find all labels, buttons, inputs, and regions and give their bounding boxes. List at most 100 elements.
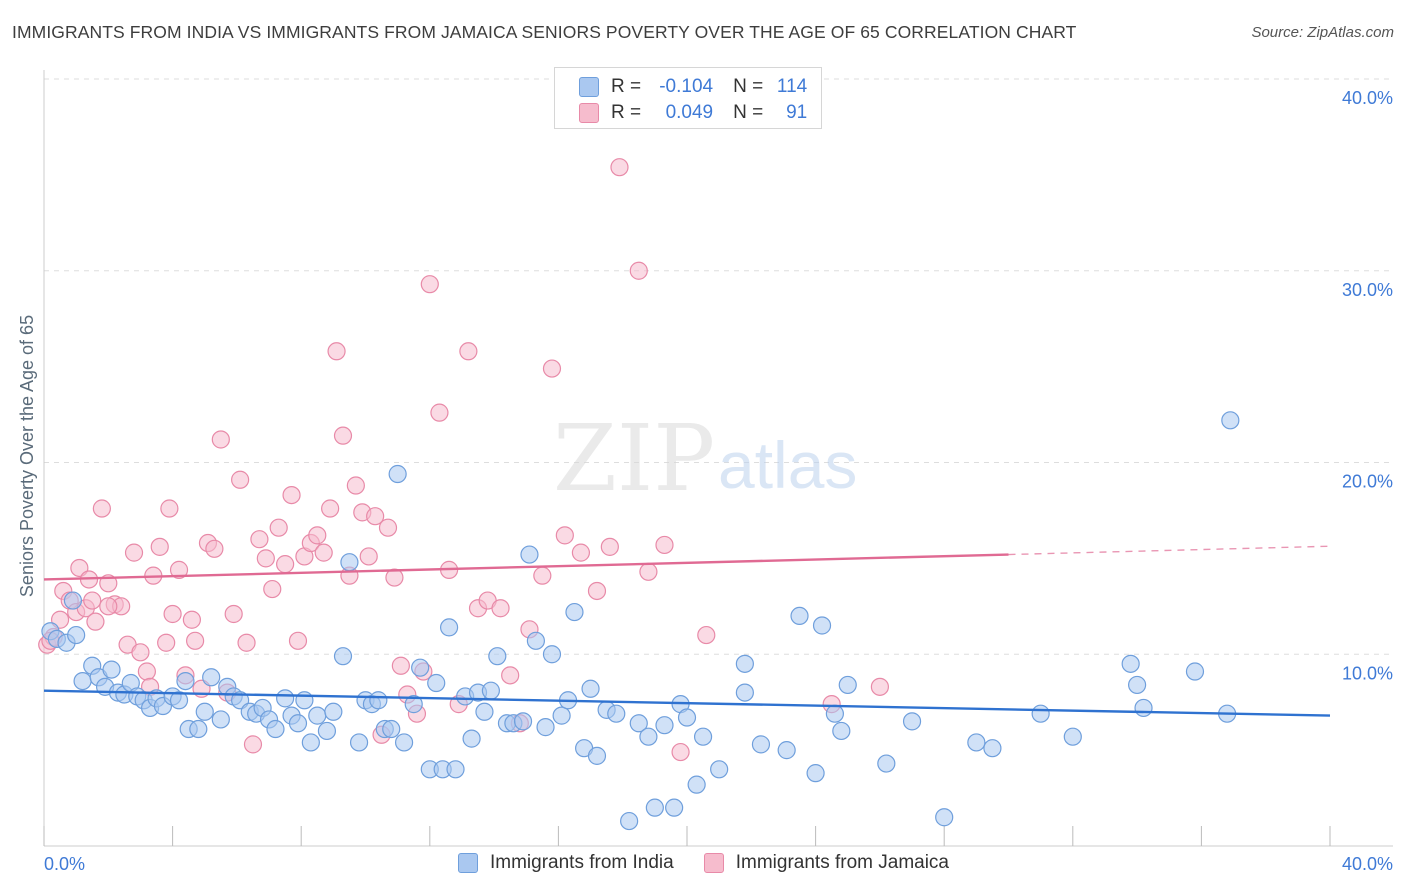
jamaica-point: [391, 656, 410, 675]
jamaica-trend-line: [43, 553, 1009, 581]
jamaica-point: [186, 631, 205, 650]
x-tick-label-min: 0.0%: [44, 854, 85, 874]
india-point: [806, 764, 825, 783]
india-point: [825, 704, 844, 723]
india-point: [542, 645, 562, 664]
jamaica-point: [137, 662, 156, 681]
india-point: [427, 673, 446, 693]
grid-lines: [44, 78, 1393, 655]
india-point: [301, 733, 320, 752]
jamaica-point: [321, 499, 340, 518]
jamaica-point: [571, 543, 591, 562]
legend-item-india[interactable]: Immigrants from India: [458, 852, 674, 874]
correlation-legend: R = -0.104 N = 114 R = 0.049 N = 91: [554, 67, 822, 129]
jamaica-point: [131, 643, 150, 662]
india-n-value: 114: [776, 76, 808, 97]
legend-item-jamaica[interactable]: Immigrants from Jamaica: [703, 852, 949, 874]
india-point: [1031, 704, 1050, 723]
india-legend-label: Immigrants from India: [490, 852, 674, 873]
india-point: [211, 710, 230, 729]
y-tick-label: 10.0%: [1342, 663, 1393, 683]
jamaica-legend-swatch: [703, 853, 724, 873]
jamaica-point: [359, 547, 378, 566]
jamaica-point: [420, 275, 439, 294]
india-point: [169, 691, 189, 710]
india-point: [645, 798, 664, 817]
india-point: [1121, 654, 1140, 673]
jamaica-point: [169, 560, 189, 579]
india-point: [488, 647, 507, 666]
jamaica-swatch: [579, 103, 599, 123]
india-point: [552, 706, 571, 725]
y-tick-label: 40.0%: [1342, 88, 1393, 108]
india-point: [812, 616, 832, 635]
jamaica-point: [533, 566, 552, 585]
jamaica-point: [160, 499, 179, 518]
india-point: [655, 716, 674, 735]
jamaica-point: [327, 342, 346, 361]
india-point: [665, 798, 684, 817]
jamaica-point: [237, 633, 256, 652]
jamaica-point: [231, 470, 250, 489]
india-r-value: -0.104: [659, 76, 714, 97]
jamaica-point: [205, 539, 224, 558]
jamaica-point: [314, 543, 333, 562]
jamaica-point: [99, 597, 118, 616]
india-point: [629, 714, 648, 733]
jamaica-point: [124, 543, 144, 562]
india-swatch: [579, 77, 599, 97]
india-point: [639, 727, 658, 746]
india-point: [513, 712, 533, 731]
india-point: [607, 704, 626, 723]
india-point: [735, 683, 754, 702]
jamaica-point: [243, 735, 263, 754]
india-point: [333, 647, 353, 666]
jamaica-point: [276, 555, 295, 574]
india-point: [369, 691, 388, 710]
india-point: [935, 808, 954, 827]
jamaica-point: [491, 599, 510, 618]
jamaica-point: [269, 518, 288, 537]
india-n-label: N =: [733, 76, 764, 97]
india-point: [349, 733, 369, 752]
y-axis-label: Seniors Poverty Over the Age of 65: [17, 315, 37, 597]
jamaica-point: [224, 604, 243, 624]
jamaica-point: [86, 612, 105, 631]
india-point: [404, 695, 423, 714]
jamaica-point: [288, 631, 308, 650]
jamaica-point: [459, 342, 478, 361]
india-point: [382, 719, 401, 739]
india-legend-swatch: [458, 853, 478, 873]
india-r-label: R =: [611, 76, 642, 97]
india-point: [189, 719, 208, 739]
india-point: [73, 671, 92, 691]
india-point: [340, 553, 359, 572]
series-legend: Immigrants from India Immigrants from Ja…: [458, 852, 979, 874]
jamaica-point: [157, 633, 176, 652]
india-point: [1134, 698, 1153, 718]
india-point: [838, 675, 857, 695]
india-point: [446, 760, 465, 779]
india-point: [1185, 662, 1205, 681]
india-point: [202, 668, 221, 687]
india-point: [102, 660, 121, 679]
watermark: ZIP atlas: [553, 405, 857, 512]
jamaica-trend-extension: [1008, 545, 1331, 556]
india-point: [620, 811, 639, 831]
x-tick-label-max: 40.0%: [1342, 854, 1393, 874]
source-label: Source: ZipAtlas.com: [1251, 24, 1394, 41]
jamaica-point: [163, 604, 182, 624]
jamaica-point: [256, 549, 275, 568]
india-point: [195, 702, 214, 721]
jamaica-point: [263, 579, 282, 599]
india-point: [276, 689, 295, 708]
jamaica-point: [587, 581, 607, 601]
india-point: [308, 706, 327, 725]
india-point: [565, 602, 584, 622]
jamaica-point: [385, 568, 404, 587]
india-point: [832, 721, 851, 741]
india-point: [288, 714, 308, 733]
india-points: [41, 411, 1240, 831]
india-point: [324, 702, 343, 721]
jamaica-point: [211, 430, 230, 449]
